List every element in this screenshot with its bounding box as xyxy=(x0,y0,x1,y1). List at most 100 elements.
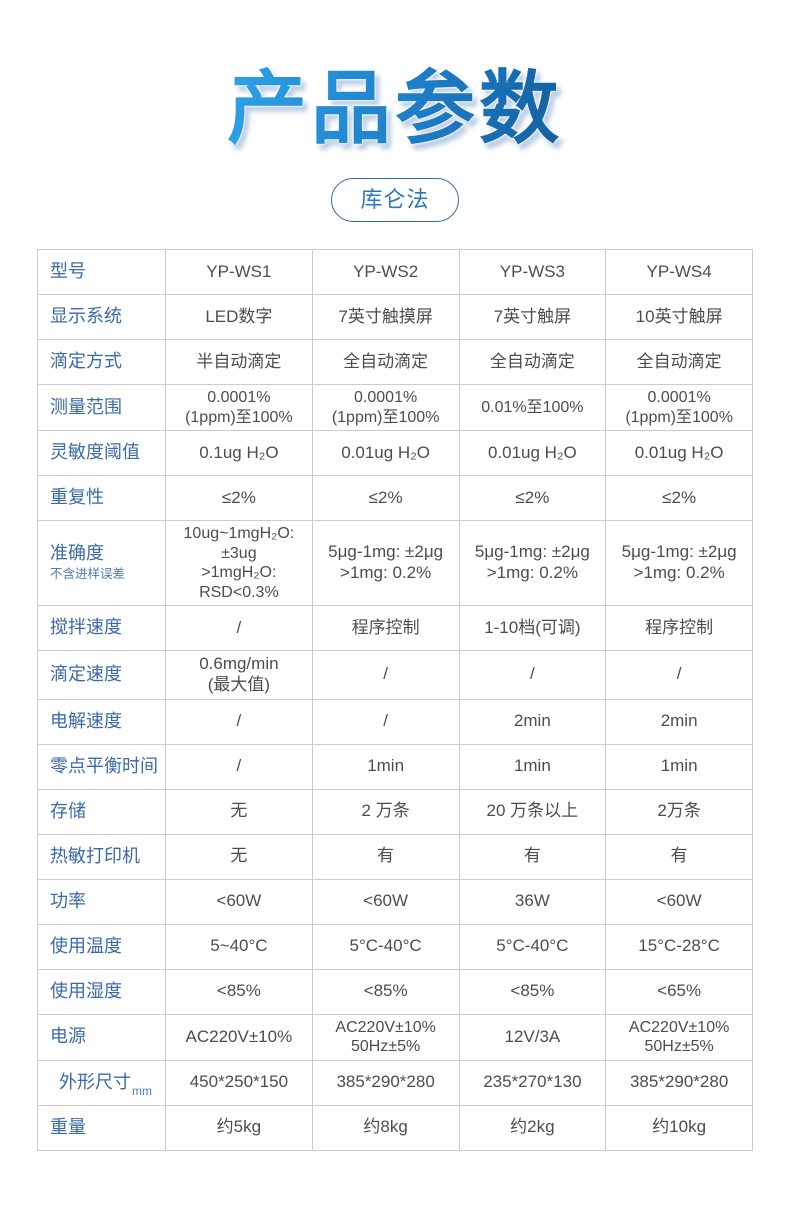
spec-cell: 有 xyxy=(459,834,607,880)
spec-cell: 约2kg xyxy=(459,1105,607,1151)
spec-cell: <65% xyxy=(606,969,753,1015)
spec-cell: 0.01ug H₂O xyxy=(606,431,753,477)
spec-cell: ≤2% xyxy=(459,476,607,522)
spec-cell: ≤2% xyxy=(166,476,313,522)
spec-cell: 5~40°C xyxy=(166,924,313,970)
spec-cell: 2万条 xyxy=(606,789,753,835)
spec-cell: 半自动滴定 xyxy=(166,340,313,385)
spec-cell: 2 万条 xyxy=(312,789,460,835)
spec-cell: / xyxy=(166,606,313,652)
spec-cell: 程序控制 xyxy=(606,606,753,652)
table-row-range: 测量范围 0.0001% (1ppm)至100% 0.0001% (1ppm)至… xyxy=(38,385,753,432)
spec-cell: <85% xyxy=(312,969,460,1015)
table-row-power-supply: 电源 AC220V±10% AC220V±10% 50Hz±5% 12V/3A … xyxy=(38,1014,753,1061)
table-row-operating-temperature: 使用温度 5~40°C 5°C-40°C 5°C-40°C 15°C-28°C xyxy=(38,924,753,970)
spec-cell: 2min xyxy=(459,699,607,745)
table-row-thermal-printer: 热敏打印机 无 有 有 有 xyxy=(38,834,753,880)
table-row-display: 显示系统 LED数字 7英寸触摸屏 7英寸触屏 10英寸触屏 xyxy=(38,295,753,340)
spec-table: 型号 YP-WS1 YP-WS2 YP-WS3 YP-WS4 显示系统 LED数… xyxy=(37,249,753,1151)
spec-cell: 5μg-1mg: ±2μg >1mg: 0.2% xyxy=(312,521,460,607)
spec-cell: 0.01%至100% xyxy=(459,385,607,432)
row-label: 显示系统 xyxy=(50,306,122,327)
model-cell: YP-WS2 xyxy=(312,250,460,295)
model-cell: YP-WS1 xyxy=(166,250,313,295)
spec-cell: AC220V±10% 50Hz±5% xyxy=(312,1014,460,1061)
table-row-sensitivity: 灵敏度阈值 0.1ug H₂O 0.01ug H₂O 0.01ug H₂O 0.… xyxy=(38,431,753,477)
spec-cell: 全自动滴定 xyxy=(312,340,460,385)
table-row-operating-humidity: 使用湿度 <85% <85% <85% <65% xyxy=(38,969,753,1015)
model-cell: YP-WS3 xyxy=(459,250,607,295)
spec-cell: 有 xyxy=(606,834,753,880)
spec-cell: <60W xyxy=(312,879,460,925)
spec-cell: / xyxy=(312,651,460,700)
spec-cell: AC220V±10% 50Hz±5% xyxy=(606,1014,753,1061)
spec-cell: 0.01ug H₂O xyxy=(459,431,607,477)
row-sublabel: 不含进样误差 xyxy=(50,567,126,582)
row-label: 存储 xyxy=(50,800,86,821)
table-row-repeatability: 重复性 ≤2% ≤2% ≤2% ≤2% xyxy=(38,476,753,522)
spec-cell: ≤2% xyxy=(606,476,753,522)
table-row-model: 型号 YP-WS1 YP-WS2 YP-WS3 YP-WS4 xyxy=(38,250,753,295)
spec-cell: 7英寸触摸屏 xyxy=(312,295,460,340)
table-row-power: 功率 <60W <60W 36W <60W xyxy=(38,879,753,925)
spec-cell: 约10kg xyxy=(606,1105,753,1151)
spec-cell: 12V/3A xyxy=(459,1014,607,1061)
method-badge: 库仑法 xyxy=(331,178,459,222)
spec-cell: 约5kg xyxy=(166,1105,313,1151)
spec-cell: 无 xyxy=(166,789,313,835)
spec-cell: 0.6mg/min (最大值) xyxy=(166,651,313,700)
spec-cell: 0.1ug H₂O xyxy=(166,431,313,477)
spec-cell: 15°C-28°C xyxy=(606,924,753,970)
table-row-storage: 存储 无 2 万条 20 万条以上 2万条 xyxy=(38,789,753,835)
spec-cell: 1min xyxy=(606,744,753,790)
row-label: 测量范围 xyxy=(50,396,122,417)
row-label: 滴定速度 xyxy=(50,663,122,684)
table-row-electrolysis-speed: 电解速度 / / 2min 2min xyxy=(38,699,753,745)
spec-cell: 无 xyxy=(166,834,313,880)
table-row-dimensions: 外形尺寸 mm 450*250*150 385*290*280 235*270*1… xyxy=(38,1060,753,1106)
table-row-titration-speed: 滴定速度 0.6mg/min (最大值) / / / xyxy=(38,651,753,700)
row-label: 使用温度 xyxy=(50,935,122,956)
spec-cell: 5°C-40°C xyxy=(459,924,607,970)
spec-cell: 全自动滴定 xyxy=(459,340,607,385)
row-label: 重复性 xyxy=(50,487,104,508)
row-label: 型号 xyxy=(50,261,86,282)
spec-cell: 20 万条以上 xyxy=(459,789,607,835)
page-title: 产品参数 xyxy=(227,61,563,155)
spec-cell: 7英寸触屏 xyxy=(459,295,607,340)
spec-cell: 有 xyxy=(312,834,460,880)
spec-cell: 10英寸触屏 xyxy=(606,295,753,340)
spec-cell: 0.0001% (1ppm)至100% xyxy=(312,385,460,432)
spec-cell: / xyxy=(312,699,460,745)
spec-cell: 1min xyxy=(312,744,460,790)
row-label: 重量 xyxy=(50,1116,86,1137)
title-block: 产品参数 xyxy=(0,0,790,154)
row-label: 零点平衡时间 xyxy=(50,755,158,776)
spec-cell: 385*290*280 xyxy=(312,1060,460,1106)
spec-cell: 0.0001% (1ppm)至100% xyxy=(606,385,753,432)
table-row-titration-mode: 滴定方式 半自动滴定 全自动滴定 全自动滴定 全自动滴定 xyxy=(38,340,753,385)
spec-cell: 0.01ug H₂O xyxy=(312,431,460,477)
spec-cell: <85% xyxy=(166,969,313,1015)
spec-cell: 450*250*150 xyxy=(166,1060,313,1106)
model-cell: YP-WS4 xyxy=(606,250,753,295)
spec-cell: LED数字 xyxy=(166,295,313,340)
row-label: 电解速度 xyxy=(50,710,122,731)
spec-cell: <60W xyxy=(606,879,753,925)
spec-cell: / xyxy=(166,744,313,790)
spec-cell: 235*270*130 xyxy=(459,1060,607,1106)
spec-cell: <60W xyxy=(166,879,313,925)
row-unit-label: mm xyxy=(132,1083,152,1098)
spec-cell: / xyxy=(166,699,313,745)
spec-cell: 0.0001% (1ppm)至100% xyxy=(166,385,313,432)
spec-cell: / xyxy=(606,651,753,700)
row-label: 热敏打印机 xyxy=(50,845,140,866)
spec-cell: 1-10档(可调) xyxy=(459,606,607,652)
table-row-stirring-speed: 搅拌速度 / 程序控制 1-10档(可调) 程序控制 xyxy=(38,606,753,652)
spec-cell: 5°C-40°C xyxy=(312,924,460,970)
table-row-weight: 重量 约5kg 约8kg 约2kg 约10kg xyxy=(38,1105,753,1151)
row-label: 功率 xyxy=(50,890,86,911)
spec-cell: 10ug~1mgH₂O: ±3ug >1mgH₂O: RSD<0.3% xyxy=(166,521,313,607)
spec-cell: 36W xyxy=(459,879,607,925)
spec-cell: 2min xyxy=(606,699,753,745)
